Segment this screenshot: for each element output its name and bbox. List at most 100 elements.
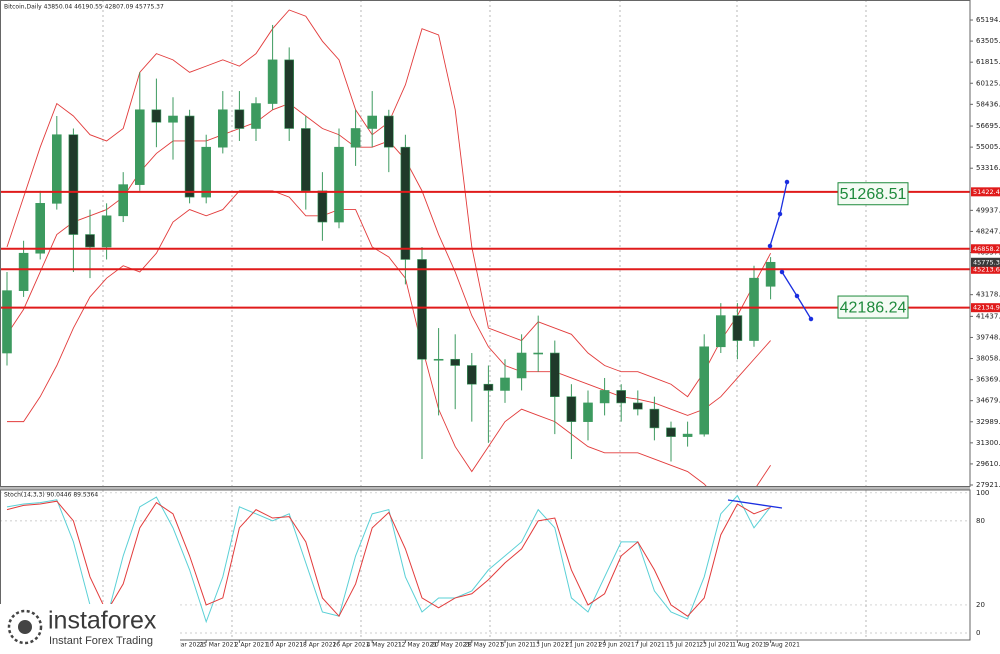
candle-body <box>699 346 710 435</box>
level-label: 42134.93 <box>973 304 1000 312</box>
candle-body <box>267 59 278 104</box>
x-tick-label: 7 Jul 2021 <box>635 642 665 649</box>
candle-body <box>450 358 461 366</box>
candle-body <box>51 134 62 204</box>
candle-body <box>682 433 693 437</box>
candle-body <box>118 184 128 217</box>
candle-body <box>135 109 145 185</box>
x-tick-label: 17 Mar 2021 <box>166 642 204 649</box>
y-tick-label: 39748.30 <box>976 333 1000 341</box>
y-tick-label: 55005.90 <box>976 143 1000 151</box>
x-tick-label: 18 Apr 2021 <box>299 642 336 649</box>
y-tick-label: 49937.10 <box>976 206 1000 214</box>
y-tick-label: 100 <box>976 489 989 497</box>
candle-body <box>383 115 394 148</box>
x-tick-label: 10 Apr 2021 <box>266 642 303 649</box>
price-legend: Bitcoin,Daily 43850.04 46190.55 42807.09… <box>4 4 164 11</box>
candle-body <box>68 134 79 235</box>
level-label-box <box>971 264 1000 274</box>
y-tick-label: 38058.70 <box>976 355 1000 363</box>
x-tick-label: 21 Jun 2021 <box>565 642 601 649</box>
candle-body <box>666 427 676 437</box>
y-tick-label: 58436.30 <box>976 100 1000 108</box>
candle-body <box>516 352 527 379</box>
candle-body <box>184 115 195 198</box>
axes: 65194.55 63505.10 61815.65 60125.90 58436.30… <box>166 16 1000 649</box>
x-tick-label: 4 May 2021 <box>367 642 402 649</box>
level-label-box <box>971 187 1000 197</box>
x-tick-label: 9 Aug 2021 <box>765 642 800 649</box>
target-label: 51268.51 <box>840 186 907 203</box>
candle-body <box>583 402 593 422</box>
candle-body <box>483 383 494 391</box>
y-tick-label: 27921.10 <box>976 481 1000 489</box>
panel-separator <box>0 487 970 490</box>
target-label: 42186.24 <box>840 299 907 316</box>
candle-body <box>715 315 726 348</box>
target-box <box>837 295 909 319</box>
y-tick-label: 41437.90 <box>976 312 1000 320</box>
candle-body <box>749 277 759 341</box>
candle-body <box>234 109 245 129</box>
candle-body <box>2 290 12 354</box>
y-tick-label: 31300.30 <box>976 439 1000 447</box>
x-tick-label: 1 Aug 2021 <box>732 642 767 649</box>
candle-body <box>101 215 112 248</box>
candle-body <box>85 234 95 248</box>
x-tick-label: 15 Jul 2021 <box>666 642 700 649</box>
target-box <box>837 182 909 206</box>
stoch-line <box>6 500 771 618</box>
brand-logo: instaforex Instant Forex Trading <box>0 604 180 650</box>
x-tick-label: 12 May 2021 <box>398 642 437 649</box>
y-tick-label: 43178.70 <box>976 291 1000 299</box>
candle-body <box>433 358 444 361</box>
x-tick-label: 26 Apr 2021 <box>332 642 369 649</box>
candle-body <box>632 402 643 410</box>
y-tick-label: 60125.90 <box>976 79 1000 87</box>
candle-body <box>466 365 477 385</box>
level-label-box <box>971 244 1000 254</box>
candle-body <box>367 115 378 129</box>
y-tick-label: 65194.55 <box>976 16 1000 24</box>
current-price-box <box>971 257 1000 267</box>
x-tick-label: 5 Jun 2021 <box>501 642 533 649</box>
stoch-line <box>6 494 771 624</box>
price-panel <box>0 9 970 487</box>
candle-body <box>284 59 295 129</box>
candle-body <box>616 390 627 404</box>
candle-body <box>218 109 228 148</box>
y-tick-label: 48247.50 <box>976 227 1000 235</box>
brand-tagline: Instant Forex Trading <box>49 635 153 647</box>
candle-body <box>35 203 46 254</box>
y-tick-label: 0 <box>976 629 980 637</box>
y-tick-label: 53316.20 <box>976 164 1000 172</box>
y-tick-label: 29610.70 <box>976 460 1000 468</box>
candle-body <box>566 396 577 422</box>
candle-body <box>417 259 427 360</box>
x-tick-label: 28 May 2021 <box>464 642 503 649</box>
candle-body <box>549 352 560 397</box>
y-tick-label: 36369.10 <box>976 376 1000 384</box>
stoch-frame <box>0 489 971 641</box>
price-frame <box>0 0 971 487</box>
y-tick-label: 61815.65 <box>976 58 1000 66</box>
candle-body <box>300 128 311 192</box>
candle-body <box>599 390 610 404</box>
y-tick-label: 80 <box>976 517 985 525</box>
x-tick-label: 25 Mar 2021 <box>199 642 237 649</box>
brand-name: instaforex <box>48 607 157 635</box>
candle-body <box>400 146 411 260</box>
level-label: 45213.62 <box>973 265 1000 273</box>
candle-body <box>732 315 743 341</box>
candle-body <box>201 146 211 198</box>
stoch-legend: Stoch(14,3,3) 90.0446 89.5364 <box>4 492 98 499</box>
candle-body <box>533 352 544 355</box>
candle-body <box>765 261 776 287</box>
candle-body <box>168 115 178 123</box>
level-label-box <box>971 303 1000 313</box>
candle-body <box>317 190 328 223</box>
candle-body <box>18 252 29 291</box>
